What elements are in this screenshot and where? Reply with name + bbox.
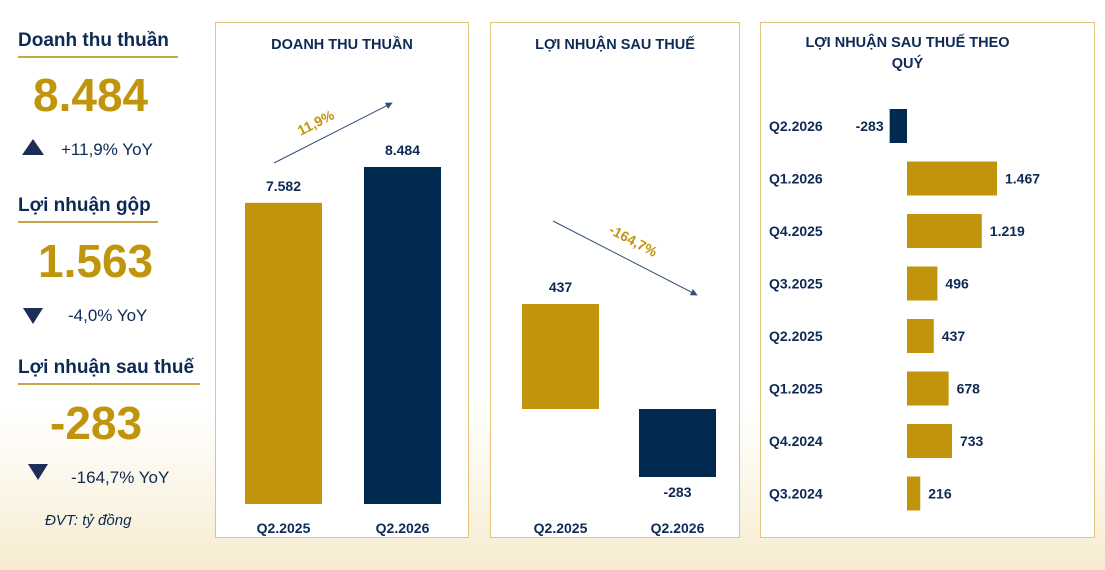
bar-Q2.2026 bbox=[889, 109, 907, 143]
bar-Q3.2025 bbox=[907, 266, 938, 301]
data-label: 437 bbox=[549, 279, 573, 295]
category-label: Q1.2025 bbox=[769, 381, 823, 397]
quarterly-profit-chart: Q2.2026 -283 Q1.2026 1.467 Q4.2025 1.219 Q3.20… bbox=[769, 109, 1040, 511]
data-label: 1.219 bbox=[990, 223, 1025, 239]
data-label: 733 bbox=[960, 433, 984, 449]
data-label: -283 bbox=[663, 484, 691, 500]
bar-Q4.2024 bbox=[907, 424, 952, 458]
revenue-chart-panel: DOANH THU THUẦN 7.582 Q2.2025 8.484 Q2.2026… bbox=[215, 22, 469, 538]
kpi-revenue-label: Doanh thu thuần bbox=[18, 30, 178, 58]
data-label: 216 bbox=[928, 486, 952, 502]
kpi-gross-profit-change: -4,0% YoY bbox=[68, 306, 148, 325]
data-label: -283 bbox=[856, 118, 884, 134]
kpi-revenue-change: +11,9% YoY bbox=[61, 140, 153, 159]
data-label: 496 bbox=[945, 276, 969, 292]
bar-Q2.2026 bbox=[364, 167, 441, 504]
category-label: Q4.2025 bbox=[769, 223, 823, 239]
category-label: Q1.2026 bbox=[769, 171, 823, 187]
kpi-gross-profit-label: Lợi nhuận gộp bbox=[18, 195, 158, 223]
quarterly-profit-chart-panel: LỢI NHUẬN SAU THUẾ THEO QUÝ Q2.2026 -283 Q… bbox=[760, 22, 1095, 538]
bar-Q1.2026 bbox=[907, 161, 997, 196]
arrow-down-icon bbox=[23, 308, 43, 324]
trend-label: -164,7% bbox=[607, 221, 661, 260]
arrow-up-icon bbox=[22, 139, 44, 155]
bar-Q4.2025 bbox=[907, 214, 982, 248]
data-label: 678 bbox=[957, 381, 981, 397]
category-label: Q3.2025 bbox=[769, 276, 823, 292]
bar-Q2.2026 bbox=[639, 409, 716, 477]
kpi-net-profit-change: -164,7% YoY bbox=[71, 468, 170, 487]
data-label: 437 bbox=[942, 328, 966, 344]
category-label: Q4.2024 bbox=[769, 433, 823, 449]
net-profit-chart-title: LỢI NHUẬN SAU THUẾ bbox=[535, 37, 695, 53]
bar-Q2.2025 bbox=[245, 202, 322, 504]
kpi-net-profit-label: Lợi nhuận sau thuế bbox=[18, 357, 200, 385]
x-tick-label: Q2.2025 bbox=[257, 520, 311, 536]
bar-Q2.2025 bbox=[522, 304, 599, 409]
trend-arrow bbox=[552, 220, 698, 296]
bar-Q1.2025 bbox=[907, 371, 949, 406]
category-label: Q3.2024 bbox=[769, 486, 823, 502]
x-tick-label: Q2.2026 bbox=[651, 520, 705, 536]
net-profit-chart-panel: LỢI NHUẬN SAU THUẾ 437 Q2.2025 -283 Q2.2026… bbox=[490, 22, 740, 538]
trend-arrow bbox=[273, 102, 393, 164]
kpi-revenue-value: 8.484 bbox=[33, 69, 149, 121]
net-profit-chart: 437 Q2.2025 -283 Q2.2026 -164,7% bbox=[522, 220, 716, 536]
kpi-gross-profit-value: 1.563 bbox=[38, 235, 154, 287]
data-label: 7.582 bbox=[266, 178, 301, 194]
data-label: 1.467 bbox=[1005, 171, 1040, 187]
bar-Q3.2024 bbox=[907, 476, 921, 511]
quarterly-profit-chart-title: LỢI NHUẬN SAU THUẾ THEO QUÝ bbox=[805, 35, 1010, 72]
bar-Q2.2025 bbox=[907, 319, 934, 353]
data-label: 8.484 bbox=[385, 142, 420, 158]
arrow-down-icon bbox=[28, 464, 48, 480]
category-label: Q2.2025 bbox=[769, 328, 823, 344]
kpi-net-profit-value: -283 bbox=[50, 397, 143, 449]
unit-note: ĐVT: tỷ đồng bbox=[45, 512, 132, 529]
revenue-chart-title: DOANH THU THUẦN bbox=[271, 37, 413, 53]
x-tick-label: Q2.2025 bbox=[534, 520, 588, 536]
x-tick-label: Q2.2026 bbox=[376, 520, 430, 536]
category-label: Q2.2026 bbox=[769, 118, 823, 134]
